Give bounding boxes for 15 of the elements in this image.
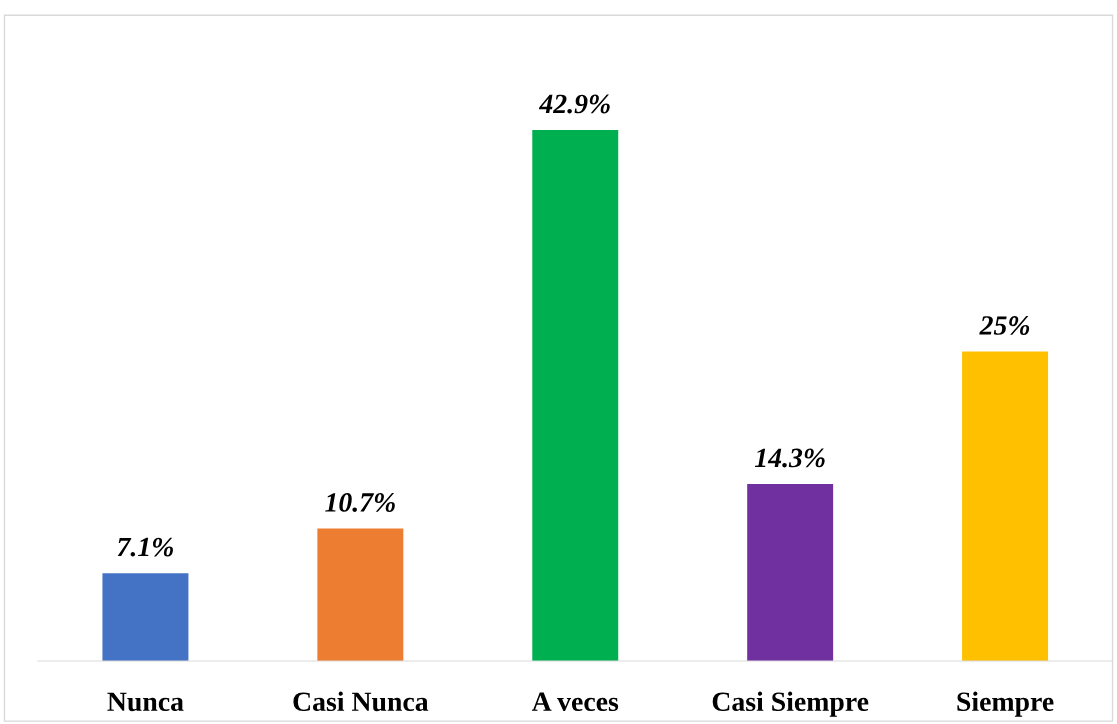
bar [747,484,834,662]
bar [317,528,404,662]
data-label: 25% [979,316,1030,335]
x-tick-label: Nunca [107,692,184,712]
x-tick-label: Casi Nunca [293,691,429,712]
x-tick-label: Siempre [957,691,1054,717]
x-tick-label: A veces [531,692,619,712]
data-label: 10.7% [325,493,395,512]
bar [532,130,619,662]
data-label: 7.1% [117,537,173,557]
bar [102,573,189,662]
data-label: 42.9% [538,94,610,114]
x-tick-label: Casi Siempre [712,691,869,717]
bar [962,351,1049,662]
data-label: 14.3% [754,448,825,468]
